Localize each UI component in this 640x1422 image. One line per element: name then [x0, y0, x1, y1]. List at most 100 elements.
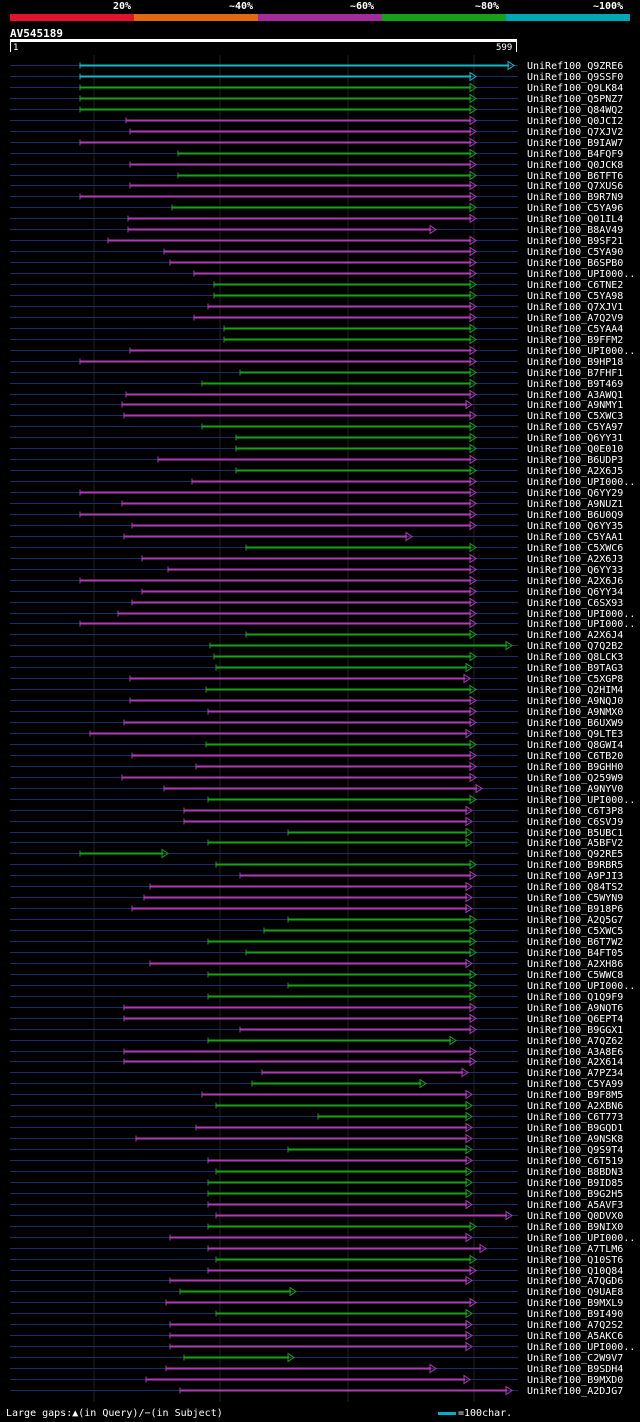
- hit-row[interactable]: UniRef100_C6T3P8: [10, 805, 623, 817]
- hit-row[interactable]: UniRef100_Q7Q2B2: [10, 640, 623, 652]
- hit-row[interactable]: UniRef100_Q6YY33: [10, 564, 623, 576]
- hit-row[interactable]: UniRef100_Q0JCK8: [10, 159, 623, 171]
- hit-label[interactable]: UniRef100_Q2HIM4: [527, 685, 623, 696]
- hit-row[interactable]: UniRef100_B6UDP3: [10, 454, 623, 466]
- hit-label[interactable]: UniRef100_A9NYV0: [527, 784, 623, 795]
- hit-label[interactable]: UniRef100_C5YA97: [527, 422, 623, 433]
- hit-row[interactable]: UniRef100_B8AV49: [10, 224, 623, 236]
- hit-row[interactable]: UniRef100_Q9LK84: [10, 82, 623, 94]
- hit-label[interactable]: UniRef100_A7QZ62: [527, 1036, 623, 1047]
- hit-label[interactable]: UniRef100_Q84TS2: [527, 882, 623, 893]
- hit-label[interactable]: UniRef100_Q1Q9F9: [527, 992, 623, 1003]
- hit-label[interactable]: UniRef100_B9MXL9: [527, 1298, 623, 1309]
- hit-label[interactable]: UniRef100_C6TNE2: [527, 280, 623, 291]
- hit-label[interactable]: UniRef100_C5XWC5: [527, 926, 623, 937]
- hit-label[interactable]: UniRef100_B9GHH0: [527, 762, 623, 773]
- hit-row[interactable]: UniRef100_A5BFV2: [10, 837, 623, 849]
- hit-row[interactable]: UniRef100_A2X614: [10, 1056, 623, 1068]
- hit-label[interactable]: UniRef100_A2X6J5: [527, 466, 623, 477]
- hit-label[interactable]: UniRef100_Q9S9T4: [527, 1145, 623, 1156]
- hit-row[interactable]: UniRef100_B9FFM2: [10, 334, 623, 346]
- hit-row[interactable]: UniRef100_C5XWC6: [10, 542, 623, 554]
- hit-label[interactable]: UniRef100_Q0JCI2: [527, 116, 623, 127]
- hit-row[interactable]: UniRef100_UPI000..: [10, 980, 635, 992]
- hit-row[interactable]: UniRef100_Q8GWI4: [10, 739, 623, 751]
- hit-label[interactable]: UniRef100_B6UXW9: [527, 718, 623, 729]
- hit-row[interactable]: UniRef100_C5YAA4: [10, 323, 623, 335]
- hit-row[interactable]: UniRef100_A2X6J6: [10, 575, 623, 587]
- hit-row[interactable]: UniRef100_B7FHF1: [10, 367, 623, 379]
- hit-row[interactable]: UniRef100_Q9S9T4: [10, 1144, 623, 1156]
- hit-row[interactable]: UniRef100_A7PZ34: [10, 1067, 623, 1079]
- hit-row[interactable]: UniRef100_B9I490: [10, 1308, 623, 1320]
- hit-row[interactable]: UniRef100_B9RBR5: [10, 859, 623, 871]
- hit-row[interactable]: UniRef100_A2Q5G7: [10, 914, 623, 926]
- hit-row[interactable]: UniRef100_B9F8M5: [10, 1089, 623, 1101]
- hit-label[interactable]: UniRef100_Q8GWI4: [527, 740, 623, 751]
- hit-label[interactable]: UniRef100_A2DJG7: [527, 1386, 623, 1397]
- hit-row[interactable]: UniRef100_A5AVF3: [10, 1199, 623, 1211]
- hit-label[interactable]: UniRef100_A7TLM6: [527, 1244, 623, 1255]
- hit-label[interactable]: UniRef100_UPI000..: [527, 269, 635, 280]
- hit-row[interactable]: UniRef100_Q84WQ2: [10, 104, 623, 116]
- hit-label[interactable]: UniRef100_Q7Q2B2: [527, 641, 623, 652]
- hit-row[interactable]: UniRef100_UPI000..: [10, 1232, 635, 1244]
- hit-label[interactable]: UniRef100_A2X614: [527, 1057, 623, 1068]
- hit-row[interactable]: UniRef100_C5YA99: [10, 1078, 623, 1090]
- hit-row[interactable]: UniRef100_B9IAW7: [10, 137, 623, 149]
- hit-row[interactable]: UniRef100_UPI000..: [10, 1341, 635, 1353]
- hit-label[interactable]: UniRef100_B8AV49: [527, 225, 623, 236]
- hit-row[interactable]: UniRef100_Q6YY35: [10, 520, 623, 532]
- hit-row[interactable]: UniRef100_A9NMY1: [10, 399, 623, 411]
- hit-label[interactable]: UniRef100_A9NSK8: [527, 1134, 623, 1145]
- hit-row[interactable]: UniRef100_A9NQT6: [10, 1002, 623, 1014]
- hit-label[interactable]: UniRef100_C6T773: [527, 1112, 623, 1123]
- hit-label[interactable]: UniRef100_B9R7N9: [527, 192, 623, 203]
- hit-label[interactable]: UniRef100_B918P6: [527, 904, 623, 915]
- hit-label[interactable]: UniRef100_A7PZ34: [527, 1068, 623, 1079]
- hit-label[interactable]: UniRef100_A7Q2S2: [527, 1320, 623, 1331]
- hit-label[interactable]: UniRef100_C5XWC6: [527, 543, 623, 554]
- hit-row[interactable]: UniRef100_Q9SSF0: [10, 71, 623, 83]
- hit-label[interactable]: UniRef100_A9PJI3: [527, 871, 623, 882]
- hit-label[interactable]: UniRef100_C6SX93: [527, 598, 623, 609]
- hit-row[interactable]: UniRef100_A5AKC6: [10, 1330, 623, 1342]
- hit-label[interactable]: UniRef100_UPI000..: [527, 609, 635, 620]
- hit-row[interactable]: UniRef100_UPI000..: [10, 476, 635, 488]
- hit-row[interactable]: UniRef100_Q1Q9F9: [10, 991, 623, 1003]
- hit-row[interactable]: UniRef100_B9R7N9: [10, 191, 623, 203]
- hit-label[interactable]: UniRef100_A2X6J3: [527, 554, 623, 565]
- hit-row[interactable]: UniRef100_C5XWC3: [10, 410, 623, 422]
- hit-row[interactable]: UniRef100_C5YAA1: [10, 531, 623, 543]
- hit-row[interactable]: UniRef100_C6TB20: [10, 750, 623, 762]
- hit-row[interactable]: UniRef100_A2X6J5: [10, 465, 623, 477]
- hit-row[interactable]: UniRef100_Q5PNZ7: [10, 93, 623, 105]
- hit-label[interactable]: UniRef100_C5XGP8: [527, 674, 623, 685]
- hit-label[interactable]: UniRef100_Q5PNZ7: [527, 94, 623, 105]
- hit-row[interactable]: UniRef100_Q2HIM4: [10, 684, 623, 696]
- hit-row[interactable]: UniRef100_C5WWC8: [10, 969, 623, 981]
- hit-row[interactable]: UniRef100_B9NIX0: [10, 1221, 623, 1233]
- hit-row[interactable]: UniRef100_A7Q2S2: [10, 1319, 623, 1331]
- hit-label[interactable]: UniRef100_UPI000..: [527, 346, 635, 357]
- hit-row[interactable]: UniRef100_B9HP18: [10, 356, 623, 368]
- hit-label[interactable]: UniRef100_C5YAA4: [527, 324, 623, 335]
- hit-row[interactable]: UniRef100_A9NUZ1: [10, 498, 623, 510]
- hit-label[interactable]: UniRef100_Q6YY34: [527, 587, 623, 598]
- hit-row[interactable]: UniRef100_C5YA96: [10, 202, 623, 214]
- hit-row[interactable]: UniRef100_Q9LTE3: [10, 728, 623, 740]
- hit-label[interactable]: UniRef100_C5YA96: [527, 203, 623, 214]
- hit-row[interactable]: UniRef100_B9GQD1: [10, 1122, 623, 1134]
- hit-label[interactable]: UniRef100_A9NQT6: [527, 1003, 623, 1014]
- hit-row[interactable]: UniRef100_A2DJG7: [10, 1385, 623, 1397]
- hit-row[interactable]: UniRef100_UPI000..: [10, 268, 635, 280]
- hit-label[interactable]: UniRef100_Q01IL4: [527, 214, 623, 225]
- hit-label[interactable]: UniRef100_B9TAG3: [527, 663, 623, 674]
- hit-label[interactable]: UniRef100_Q9LTE3: [527, 729, 623, 740]
- hit-row[interactable]: UniRef100_C5YA97: [10, 421, 623, 433]
- hit-row[interactable]: UniRef100_A2X6J3: [10, 553, 623, 565]
- hit-label[interactable]: UniRef100_C6TB20: [527, 751, 623, 762]
- hit-row[interactable]: UniRef100_B9MXD0: [10, 1374, 623, 1386]
- hit-label[interactable]: UniRef100_UPI000..: [527, 981, 635, 992]
- hit-label[interactable]: UniRef100_A9NUZ1: [527, 499, 623, 510]
